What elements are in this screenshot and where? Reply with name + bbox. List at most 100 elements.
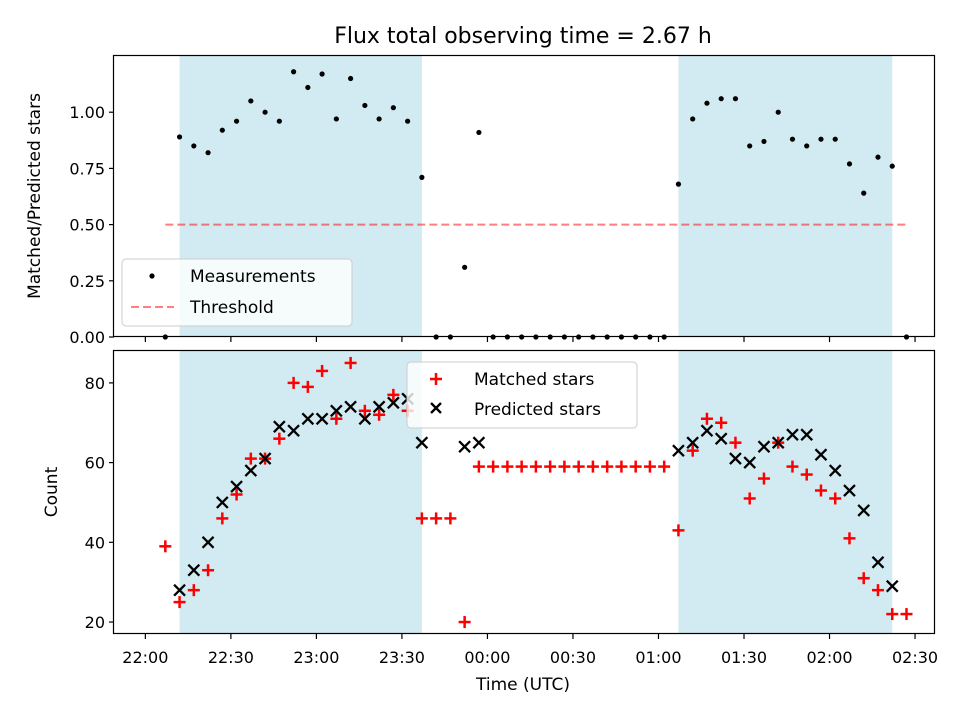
predicted-star-point xyxy=(244,464,258,477)
matched-star-point xyxy=(658,460,671,473)
predicted-star-point xyxy=(287,424,300,438)
predicted-star-point xyxy=(330,404,343,418)
bottom-y-tick-label: 60 xyxy=(85,454,105,473)
measurement-point xyxy=(789,136,796,142)
matched-star-point xyxy=(344,356,357,369)
matched-star-point xyxy=(800,468,813,481)
top-panel: 0.00 0.25 0.50 0.75 1.00 Matched/Predicted s… xyxy=(25,54,936,347)
bottom-observing-band xyxy=(678,351,893,634)
chart-title: Flux total observing time = 2.67 h xyxy=(334,24,712,49)
measurement-point xyxy=(405,118,411,124)
predicted-star-point xyxy=(415,436,429,449)
top-plot-frame xyxy=(112,54,936,338)
matched-star-point xyxy=(558,460,571,473)
measurement-point xyxy=(732,96,739,102)
x-tick-label: 01:30 xyxy=(721,648,767,667)
matched-star-point xyxy=(430,512,443,525)
measurement-point xyxy=(761,138,767,145)
predicted-star-point xyxy=(672,444,685,457)
matched-star-point xyxy=(529,460,542,473)
measurement-point xyxy=(846,161,853,167)
matched-star-point xyxy=(829,492,842,505)
matched-star-point xyxy=(216,512,229,525)
predicted-star-point xyxy=(187,563,201,577)
matched-star-point xyxy=(287,376,300,389)
bottom-plot-frame xyxy=(112,349,936,635)
predicted-star-point xyxy=(857,504,871,517)
matched-star-point xyxy=(672,524,685,537)
matched-star-point xyxy=(814,484,827,497)
predicted-star-point xyxy=(216,496,229,509)
matched-star-point xyxy=(373,408,386,421)
predicted-star-point xyxy=(387,396,400,410)
predicted-star-point xyxy=(315,412,329,426)
top-legend: Measurements Threshold xyxy=(121,258,353,327)
matched-star-point xyxy=(886,608,899,621)
x-tick-label: 22:00 xyxy=(122,648,168,667)
legend-measurements-label: Measurements xyxy=(190,267,316,287)
measurement-point xyxy=(305,84,311,91)
top-y-tick-label: 0.00 xyxy=(69,328,105,347)
measurement-point xyxy=(690,116,696,122)
bottom-panel: 22:00 22:30 23:00 23:30 00:00 00:30 01:00 01:30… xyxy=(42,349,938,695)
predicted-star-point xyxy=(700,424,714,438)
x-tick-label: 02:00 xyxy=(806,648,852,667)
matched-star-point xyxy=(871,584,884,597)
matched-star-point xyxy=(244,452,257,465)
matched-star-point xyxy=(316,364,329,377)
bottom-y-tick-label: 40 xyxy=(85,533,105,552)
predicted-star-point xyxy=(201,536,215,549)
measurement-point xyxy=(319,71,325,77)
predicted-star-point xyxy=(458,440,471,453)
x-tick-label: 00:00 xyxy=(464,648,510,667)
matched-star-point xyxy=(444,512,457,525)
top-y-tick-label: 0.75 xyxy=(69,159,105,178)
predicted-star-point xyxy=(230,480,243,493)
matched-star-point xyxy=(629,460,642,473)
x-tick-label: 22:30 xyxy=(208,648,254,667)
measurement-point xyxy=(191,143,197,149)
measurement-point xyxy=(419,174,425,180)
predicted-star-point xyxy=(258,452,272,465)
matched-star-point xyxy=(159,540,172,553)
predicted-star-point xyxy=(743,456,757,469)
measurement-point xyxy=(348,75,354,82)
legend-predicted-marker xyxy=(430,402,442,414)
matched-star-point xyxy=(686,444,699,457)
predicted-star-point xyxy=(173,583,186,597)
predicted-star-point xyxy=(358,412,372,426)
predicted-star-point xyxy=(714,432,728,446)
matched-star-point xyxy=(415,512,428,525)
matched-star-point xyxy=(857,572,870,585)
measurement-point xyxy=(362,102,368,109)
predicted-star-point xyxy=(472,436,486,449)
predicted-star-point xyxy=(843,484,856,497)
bottom-legend: Matched stars Predicted stars xyxy=(406,361,638,429)
measurement-point xyxy=(205,150,211,156)
x-axis-label: Time (UTC) xyxy=(475,675,570,695)
matched-star-point xyxy=(615,460,628,473)
measurement-point xyxy=(390,105,396,111)
measurement-point xyxy=(262,109,268,115)
measurement-point xyxy=(290,69,297,75)
bottom-y-tick-label: 20 xyxy=(85,613,105,632)
predicted-star-point xyxy=(686,436,700,449)
matched-star-point xyxy=(301,380,314,393)
measurement-point xyxy=(675,181,682,187)
matched-star-point xyxy=(330,412,343,425)
measurement-point xyxy=(276,118,282,124)
matched-star-point xyxy=(572,460,585,473)
bottom-observing-band xyxy=(179,351,422,634)
bottom-y-axis-label: Count xyxy=(42,466,62,517)
measurement-point xyxy=(248,98,254,104)
matched-star-point xyxy=(757,472,770,485)
top-observing-band xyxy=(678,56,893,337)
bottom-y-tick-label: 80 xyxy=(85,374,105,393)
predicted-star-point xyxy=(273,420,286,434)
matched-star-point xyxy=(743,492,756,505)
top-legend-box xyxy=(121,258,353,327)
measurement-point xyxy=(176,134,183,140)
x-tick-label: 02:30 xyxy=(892,648,938,667)
measurement-point xyxy=(333,116,339,122)
